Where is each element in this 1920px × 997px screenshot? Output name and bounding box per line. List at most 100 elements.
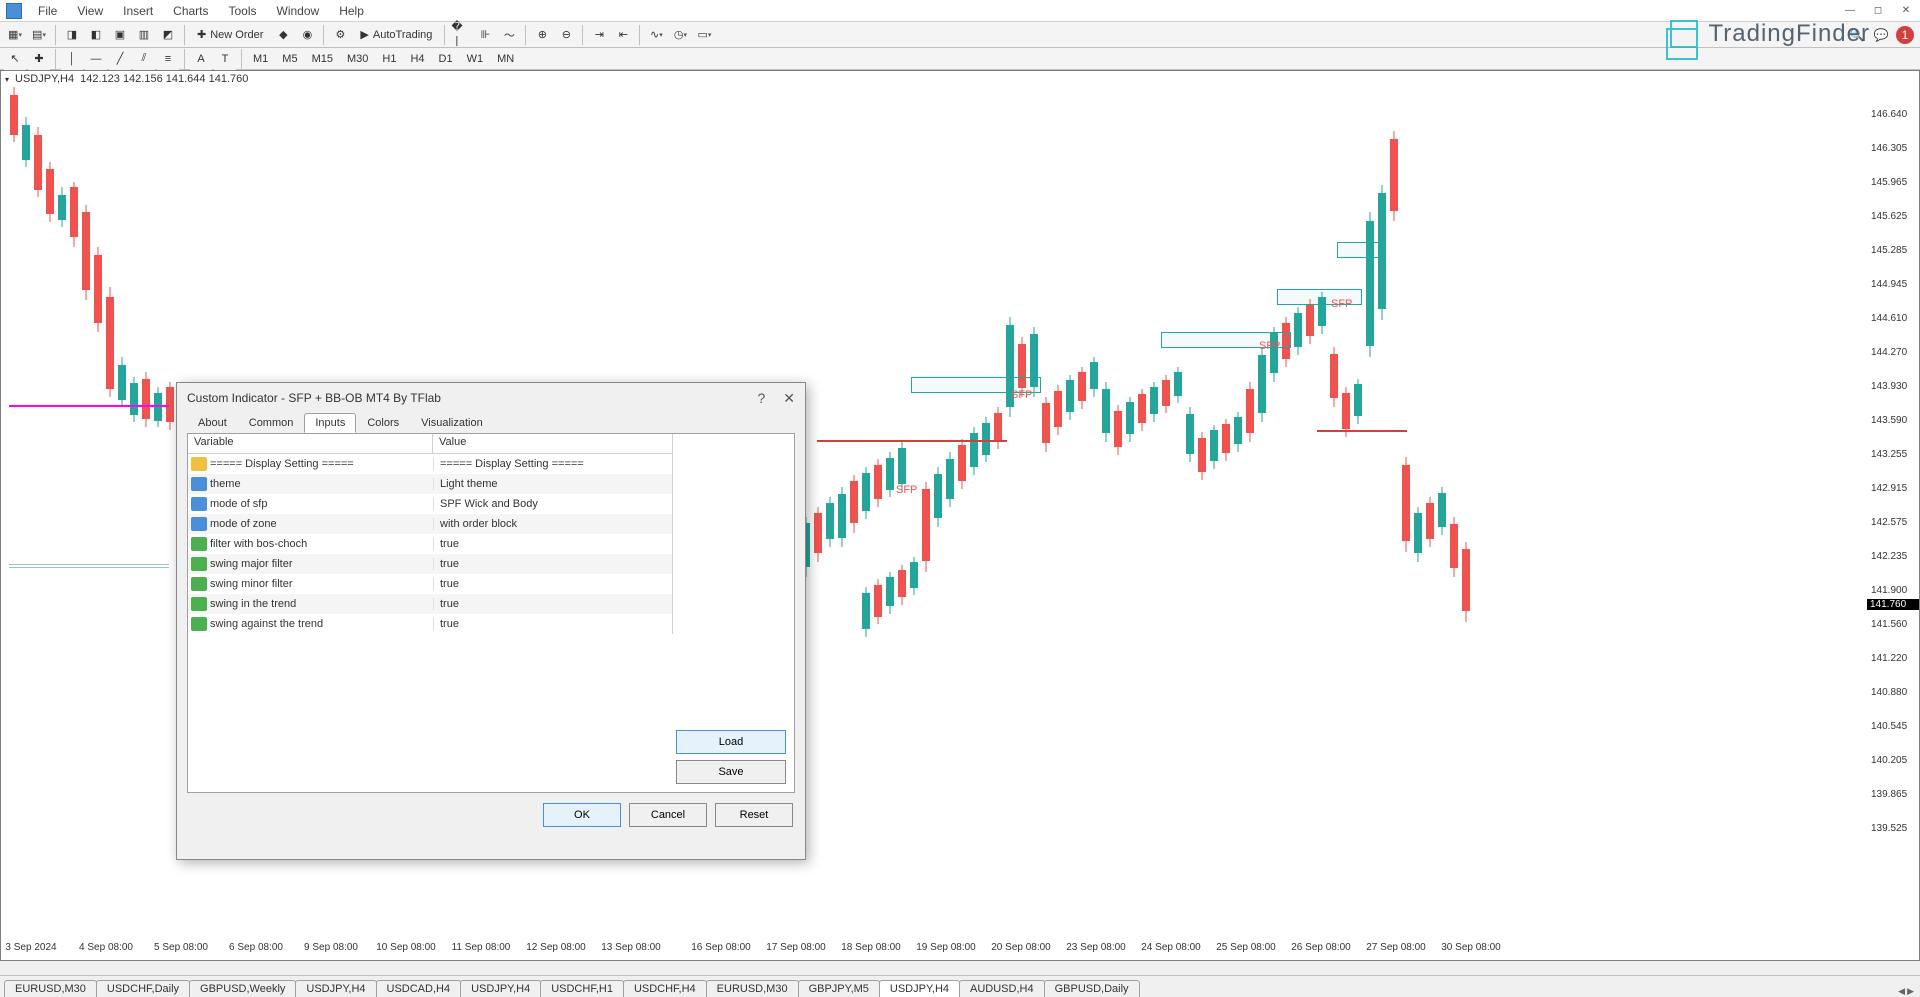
vertical-line-icon[interactable]: │ xyxy=(61,48,83,70)
input-row[interactable]: swing in the trendtrue xyxy=(188,594,672,614)
chart-tab[interactable]: GBPUSD,Daily xyxy=(1044,980,1140,997)
load-button[interactable]: Load xyxy=(676,730,786,754)
chart-tab[interactable]: USDJPY,H4 xyxy=(879,980,960,997)
chart-menu-icon[interactable]: ▾ xyxy=(5,75,9,84)
navigator-icon[interactable]: ▣ xyxy=(109,24,131,46)
metaquotes-icon[interactable]: ◆ xyxy=(272,24,294,46)
chart-tab[interactable]: GBPJPY,M5 xyxy=(798,980,880,997)
input-value[interactable]: Light theme xyxy=(433,478,672,490)
new-chart-icon[interactable]: ▦▾ xyxy=(4,24,26,46)
input-value[interactable]: true xyxy=(433,558,672,570)
close-icon[interactable]: ✕ xyxy=(1892,1,1920,21)
auto-trading-button[interactable]: ▶ AutoTrading xyxy=(353,24,439,46)
chart-tab[interactable]: USDJPY,H4 xyxy=(460,980,541,997)
menu-insert[interactable]: Insert xyxy=(113,2,163,20)
input-row[interactable]: themeLight theme xyxy=(188,474,672,494)
strategy-tester-icon[interactable]: ◩ xyxy=(157,24,179,46)
timeframe-m1[interactable]: M1 xyxy=(247,51,274,67)
chart-tab[interactable]: AUDUSD,H4 xyxy=(959,980,1045,997)
input-value[interactable]: ===== Display Setting ===== xyxy=(433,458,672,470)
reset-button[interactable]: Reset xyxy=(715,803,793,827)
crosshair-icon[interactable]: ✚ xyxy=(28,48,50,70)
input-row[interactable]: filter with bos-chochtrue xyxy=(188,534,672,554)
notification-icon[interactable]: 💬 xyxy=(1872,26,1890,44)
timeframe-m30[interactable]: M30 xyxy=(341,51,374,67)
chart-tab[interactable]: GBPUSD,Weekly xyxy=(189,980,296,997)
signals-icon[interactable]: ◉ xyxy=(296,24,318,46)
help-icon[interactable]: ? xyxy=(757,390,765,407)
menu-charts[interactable]: Charts xyxy=(163,2,218,20)
expert-advisors-icon[interactable]: ⚙ xyxy=(329,24,351,46)
close-dialog-icon[interactable]: ✕ xyxy=(783,390,795,407)
zoom-in-icon[interactable]: ⊕ xyxy=(531,24,553,46)
templates-icon[interactable]: ▭▾ xyxy=(693,24,715,46)
timeframe-mn[interactable]: MN xyxy=(491,51,520,67)
scroll-left-icon[interactable]: ◀ xyxy=(1898,986,1905,997)
save-button[interactable]: Save xyxy=(676,760,786,784)
ok-button[interactable]: OK xyxy=(543,803,621,827)
cursor-icon[interactable]: ↖ xyxy=(4,48,26,70)
new-order-button[interactable]: ✚ New Order xyxy=(190,24,270,46)
zoom-out-icon[interactable]: ⊖ xyxy=(555,24,577,46)
input-value[interactable]: with order block xyxy=(433,518,672,530)
fibonacci-icon[interactable]: ≡ xyxy=(157,48,179,70)
timeframe-d1[interactable]: D1 xyxy=(433,51,459,67)
auto-scroll-icon[interactable]: ⇥ xyxy=(588,24,610,46)
menu-view[interactable]: View xyxy=(67,2,113,20)
chart-tab[interactable]: USDCAD,H4 xyxy=(376,980,462,997)
timeframe-m5[interactable]: M5 xyxy=(276,51,303,67)
candlestick-icon[interactable]: ⊪ xyxy=(474,24,496,46)
menu-tools[interactable]: Tools xyxy=(219,2,267,20)
data-window-icon[interactable]: ◧ xyxy=(85,24,107,46)
input-value[interactable]: true xyxy=(433,538,672,550)
trendline-icon[interactable]: ╱ xyxy=(109,48,131,70)
input-value[interactable]: true xyxy=(433,578,672,590)
periodicity-icon[interactable]: ◷▾ xyxy=(669,24,691,46)
menu-help[interactable]: Help xyxy=(329,2,374,20)
chart-tab[interactable]: USDCHF,H1 xyxy=(540,980,624,997)
input-value[interactable]: true xyxy=(433,618,672,630)
input-row[interactable]: mode of zonewith order block xyxy=(188,514,672,534)
text-icon[interactable]: A xyxy=(190,48,212,70)
alert-badge[interactable]: 1 xyxy=(1896,26,1914,44)
cancel-button[interactable]: Cancel xyxy=(629,803,707,827)
profiles-icon[interactable]: ▤▾ xyxy=(28,24,50,46)
dialog-tab-colors[interactable]: Colors xyxy=(356,413,410,433)
input-value[interactable]: true xyxy=(433,598,672,610)
chart-tab[interactable]: EURUSD,M30 xyxy=(706,980,799,997)
menu-window[interactable]: Window xyxy=(267,2,330,20)
input-row[interactable]: mode of sfpSPF Wick and Body xyxy=(188,494,672,514)
chart-tab[interactable]: USDCHF,H4 xyxy=(623,980,707,997)
indicators-icon[interactable]: ∿▾ xyxy=(645,24,667,46)
bar-chart-icon[interactable]: �⼁ xyxy=(450,24,472,46)
input-row[interactable]: swing major filtertrue xyxy=(188,554,672,574)
dialog-tab-visualization[interactable]: Visualization xyxy=(410,413,494,433)
minimize-icon[interactable]: — xyxy=(1836,1,1864,21)
terminal-icon[interactable]: ▥ xyxy=(133,24,155,46)
input-row[interactable]: swing against the trendtrue xyxy=(188,614,672,634)
dialog-tab-about[interactable]: About xyxy=(187,413,238,433)
dialog-tab-common[interactable]: Common xyxy=(238,413,305,433)
input-value[interactable]: SPF Wick and Body xyxy=(433,498,672,510)
menu-file[interactable]: File xyxy=(28,2,67,20)
dialog-tab-inputs[interactable]: Inputs xyxy=(304,413,356,433)
chart-tab[interactable]: EURUSD,M30 xyxy=(4,980,97,997)
scroll-right-icon[interactable]: ▶ xyxy=(1907,986,1914,997)
line-chart-icon[interactable]: 〜 xyxy=(498,24,520,46)
input-row[interactable]: swing minor filtertrue xyxy=(188,574,672,594)
timeframe-m15[interactable]: M15 xyxy=(306,51,339,67)
chart-line xyxy=(1317,430,1407,432)
chart-tab[interactable]: USDJPY,H4 xyxy=(295,980,376,997)
timeframe-h4[interactable]: H4 xyxy=(404,51,430,67)
input-row[interactable]: ===== Display Setting ========== Display… xyxy=(188,454,672,474)
type-icon xyxy=(191,457,207,471)
chart-tab[interactable]: USDCHF,Daily xyxy=(96,980,190,997)
chart-shift-icon[interactable]: ⇤ xyxy=(612,24,634,46)
market-watch-icon[interactable]: ◨ xyxy=(61,24,83,46)
timeframe-w1[interactable]: W1 xyxy=(461,51,490,67)
maximize-icon[interactable]: ◻ xyxy=(1864,1,1892,21)
text-label-icon[interactable]: T xyxy=(214,48,236,70)
horizontal-line-icon[interactable]: — xyxy=(85,48,107,70)
timeframe-h1[interactable]: H1 xyxy=(376,51,402,67)
equidistant-icon[interactable]: ⫽ xyxy=(133,48,155,70)
